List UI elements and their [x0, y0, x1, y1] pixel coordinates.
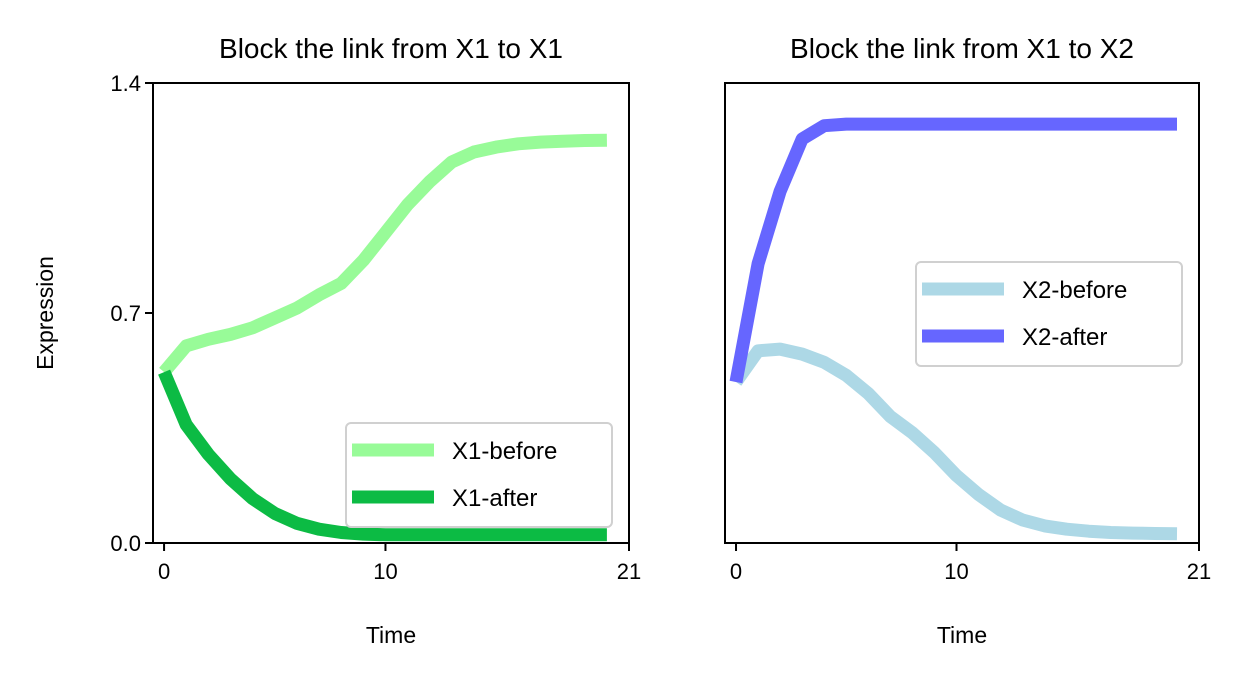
x-axis-label: Time — [937, 622, 987, 648]
legend: X2-before X2-after — [915, 261, 1183, 367]
chart-panel-2: Block the link from X1 to X2 0 10 21 Time X2-… — [724, 33, 1211, 648]
x-tick-label: 10 — [373, 559, 397, 584]
x-tick-label: 10 — [944, 559, 968, 584]
legend-label-x1-before: X1-before — [452, 438, 557, 465]
chart-title: Block the link from X1 to X2 — [790, 33, 1134, 64]
x-tick-label: 0 — [158, 559, 170, 584]
y-tick-label: 0.0 — [110, 531, 141, 556]
x-axis-label: Time — [366, 622, 416, 648]
plot-frame — [724, 82, 1200, 544]
x-tick-label: 21 — [1187, 559, 1211, 584]
x-tick-label: 21 — [617, 559, 641, 584]
legend-label-x2-after: X2-after — [1022, 324, 1107, 351]
y-tick-label: 1.4 — [110, 71, 141, 96]
series-line-x1-after — [158, 369, 607, 542]
legend-label-x2-before: X2-before — [1022, 277, 1127, 304]
series-line-x2-after — [729, 117, 1177, 384]
y-axis-label: Expression — [32, 256, 58, 370]
chart-title: Block the link from X1 to X1 — [219, 33, 563, 64]
x-tick-label: 0 — [730, 559, 742, 584]
series-line-x1-before — [159, 133, 607, 377]
chart-panel-1: Block the link from X1 to X1 0 10 21 0.0 0.7 1… — [32, 33, 641, 648]
series-line-x2-before — [730, 342, 1178, 541]
legend: X1-before X1-after — [345, 422, 613, 528]
y-tick-label: 0.7 — [110, 301, 141, 326]
legend-label-x1-after: X1-after — [452, 485, 537, 512]
